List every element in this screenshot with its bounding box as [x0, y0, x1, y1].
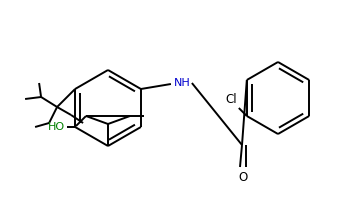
Text: Cl: Cl — [225, 93, 237, 106]
Text: HO: HO — [48, 122, 65, 132]
Text: NH: NH — [174, 78, 191, 88]
Text: O: O — [238, 171, 247, 184]
